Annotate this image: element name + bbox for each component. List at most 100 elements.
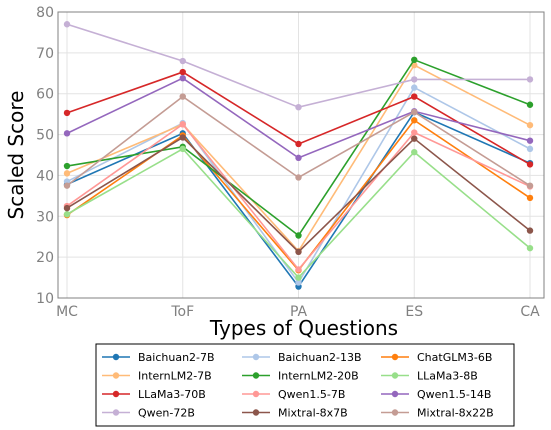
data-point bbox=[63, 211, 71, 218]
legend-item: Qwen-72B bbox=[102, 407, 195, 420]
data-point bbox=[411, 129, 418, 136]
x-tick-label: MC bbox=[56, 304, 78, 320]
data-point bbox=[526, 161, 534, 168]
plot-frame bbox=[57, 11, 545, 299]
data-point bbox=[179, 145, 186, 153]
legend-swatch-marker bbox=[112, 409, 120, 416]
data-point bbox=[63, 204, 71, 212]
data-point bbox=[63, 170, 71, 177]
legend-item: ChatGLM3-6B bbox=[381, 351, 492, 364]
y-tick-label: 70 bbox=[36, 46, 54, 62]
y-tick-label: 10 bbox=[36, 291, 54, 307]
data-point bbox=[179, 68, 186, 76]
y-tick-label: 50 bbox=[36, 128, 54, 144]
legend: Baichuan2-7B Baichuan2-13B ChatGLM3-6B Inte… bbox=[95, 343, 515, 427]
series-baichuan2-13b bbox=[63, 84, 534, 286]
legend-swatch-marker bbox=[391, 409, 399, 416]
legend-swatch-marker bbox=[112, 390, 120, 398]
data-point bbox=[295, 154, 302, 162]
series-mixtral-8x22b bbox=[63, 93, 534, 189]
y-tick-label: 60 bbox=[36, 87, 54, 103]
legend-item: InternLM2-20B bbox=[242, 370, 359, 383]
legend-item: Baichuan2-7B bbox=[102, 351, 215, 364]
legend-label: Mixtral-8x22B bbox=[417, 407, 494, 420]
data-point bbox=[411, 93, 418, 100]
legend-label: Baichuan2-13B bbox=[278, 351, 362, 364]
legend-swatch-marker bbox=[112, 372, 120, 379]
data-point bbox=[411, 56, 418, 64]
y-tick-label: 40 bbox=[36, 168, 54, 184]
legend-item: Mixtral-8x7B bbox=[242, 407, 348, 420]
data-point bbox=[295, 103, 302, 111]
data-point bbox=[63, 182, 71, 189]
data-point bbox=[295, 140, 302, 148]
data-point bbox=[526, 244, 534, 252]
data-point bbox=[295, 248, 302, 256]
data-point bbox=[526, 194, 534, 202]
x-tick-label: ES bbox=[405, 304, 423, 320]
series-llama3-70b bbox=[63, 68, 534, 168]
data-point bbox=[526, 121, 534, 129]
legend-item: InternLM2-7B bbox=[102, 370, 212, 383]
legend-swatch-marker bbox=[391, 372, 399, 379]
series-mixtral-8x7b bbox=[63, 134, 534, 256]
x-tick-label: ToF bbox=[170, 304, 194, 320]
data-point bbox=[411, 148, 418, 156]
y-tick-label: 20 bbox=[36, 250, 54, 266]
data-point bbox=[179, 134, 186, 141]
data-point bbox=[411, 108, 418, 116]
data-point bbox=[411, 76, 418, 83]
legend-swatch-marker bbox=[391, 353, 399, 361]
series-qwen-72b bbox=[63, 21, 534, 111]
data-point bbox=[411, 84, 418, 91]
data-point bbox=[179, 74, 186, 82]
y-tick-label: 80 bbox=[36, 5, 54, 21]
data-point bbox=[63, 130, 71, 137]
data-point bbox=[295, 174, 302, 181]
data-point bbox=[295, 274, 302, 281]
legend-label: InternLM2-20B bbox=[278, 370, 359, 383]
series-llama3-8b bbox=[63, 145, 534, 281]
legend-label: ChatGLM3-6B bbox=[417, 351, 492, 364]
legend-label: LLaMa3-70B bbox=[138, 388, 206, 401]
data-point bbox=[179, 57, 186, 65]
legend-label: LLaMa3-8B bbox=[417, 370, 478, 383]
data-point bbox=[63, 162, 71, 170]
legend-swatch-marker bbox=[252, 353, 260, 361]
x-tick-label: PA bbox=[290, 304, 308, 320]
x-axis: MC ToF PA ES CA bbox=[56, 304, 540, 320]
data-point bbox=[295, 266, 302, 273]
series-layer bbox=[63, 21, 534, 290]
legend-swatch-marker bbox=[391, 390, 399, 398]
legend-swatch-marker bbox=[252, 409, 260, 416]
legend-item: Baichuan2-13B bbox=[242, 351, 362, 364]
data-point bbox=[63, 109, 71, 117]
data-point bbox=[526, 76, 534, 83]
legend-swatch-marker bbox=[112, 353, 120, 361]
legend-label: Qwen1.5-7B bbox=[278, 388, 345, 401]
data-point bbox=[295, 232, 302, 239]
legend-label: Mixtral-8x7B bbox=[278, 407, 348, 420]
y-tick-label: 30 bbox=[36, 209, 54, 225]
y-axis-title: Scaled Score bbox=[4, 91, 28, 220]
data-point bbox=[526, 182, 534, 189]
data-point bbox=[526, 137, 534, 144]
data-point bbox=[179, 93, 186, 100]
data-point bbox=[295, 279, 302, 286]
legend-label: Baichuan2-7B bbox=[138, 351, 215, 364]
data-point bbox=[63, 21, 71, 28]
legend-item: Mixtral-8x22B bbox=[381, 407, 494, 420]
data-point bbox=[526, 145, 534, 153]
legend-label: Qwen-72B bbox=[138, 407, 195, 420]
x-axis-title: Types of Questions bbox=[209, 316, 398, 340]
legend-box bbox=[95, 343, 515, 427]
data-point bbox=[526, 101, 534, 108]
legend-swatch-marker bbox=[252, 390, 260, 398]
data-point bbox=[411, 135, 418, 142]
data-point bbox=[179, 121, 186, 128]
legend-item: LLaMa3-8B bbox=[381, 370, 478, 383]
data-point bbox=[411, 117, 418, 124]
legend-item: Qwen1.5-7B bbox=[242, 388, 345, 401]
x-tick-label: CA bbox=[520, 304, 540, 320]
